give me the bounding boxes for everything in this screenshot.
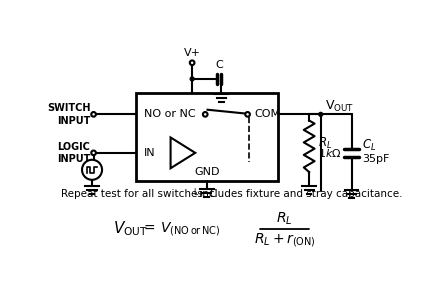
Text: NO or NC: NO or NC: [143, 109, 195, 119]
Text: $V_{\mathrm{OUT}}$: $V_{\mathrm{OUT}}$: [113, 220, 148, 239]
Circle shape: [82, 160, 102, 180]
Text: includes fixture and stray capacitance.: includes fixture and stray capacitance.: [196, 190, 403, 199]
Text: $C_L$: $C_L$: [362, 138, 377, 153]
Text: SWITCH: SWITCH: [47, 103, 90, 113]
Circle shape: [319, 112, 323, 116]
Bar: [136, 93, 278, 181]
Text: $R_L + r_{\mathrm{(ON)}}$: $R_L + r_{\mathrm{(ON)}}$: [254, 231, 315, 249]
Text: LOGIC: LOGIC: [57, 142, 90, 152]
Text: IN: IN: [143, 148, 155, 158]
Text: $R_L$: $R_L$: [276, 210, 293, 227]
Text: $= \, V_{\mathrm{(NO\,or\,NC)}}$: $= \, V_{\mathrm{(NO\,or\,NC)}}$: [141, 220, 221, 238]
Text: 35pF: 35pF: [362, 154, 390, 164]
Circle shape: [203, 112, 207, 117]
Circle shape: [91, 151, 96, 155]
Circle shape: [91, 112, 96, 117]
Text: INPUT: INPUT: [57, 154, 90, 164]
Text: V+: V+: [184, 48, 200, 58]
Text: $\mathrm{V_{OUT}}$: $\mathrm{V_{OUT}}$: [324, 99, 354, 114]
Circle shape: [190, 60, 194, 65]
Text: L: L: [193, 188, 197, 197]
Text: COM: COM: [254, 109, 281, 119]
Text: GND: GND: [194, 167, 219, 177]
Text: C: C: [215, 60, 223, 70]
Text: INPUT: INPUT: [57, 116, 90, 126]
Text: Repeat test for all switches. C: Repeat test for all switches. C: [61, 190, 217, 199]
Circle shape: [245, 112, 250, 117]
Circle shape: [190, 77, 194, 81]
Text: $R_L$: $R_L$: [318, 136, 333, 151]
Text: $1k\Omega$: $1k\Omega$: [318, 147, 342, 159]
